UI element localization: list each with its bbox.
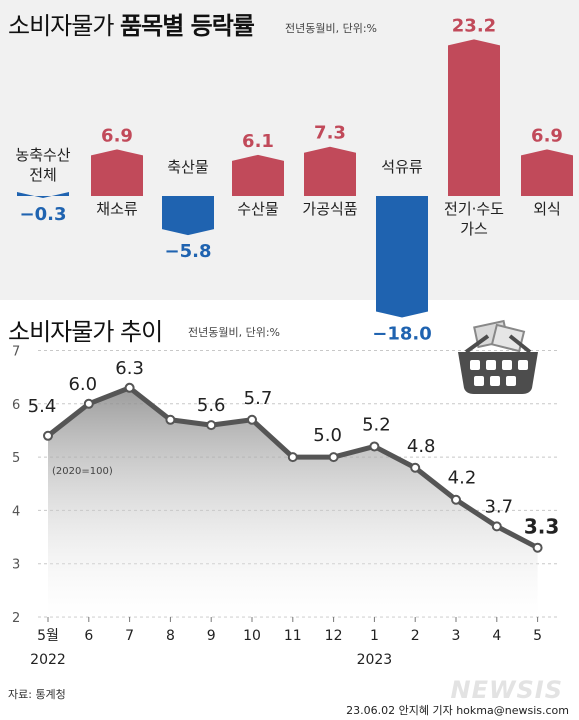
line-chart-unit-note: 전년동월비, 단위:% xyxy=(188,326,280,339)
x-tick-label-1: 6 xyxy=(84,628,93,644)
line-point-2 xyxy=(124,382,135,393)
x-tick-label-3: 8 xyxy=(166,628,175,644)
x-tick-label-8: 1 xyxy=(370,628,379,644)
x-tick-label-10: 3 xyxy=(452,628,461,644)
bar-category-label-3: 수산물 xyxy=(237,200,278,218)
x-tick-label-11: 4 xyxy=(492,628,501,644)
line-value-label-4: 5.6 xyxy=(197,395,226,416)
line-point-5 xyxy=(247,414,257,425)
line-value-label-11: 3.7 xyxy=(484,496,513,517)
bar-4 xyxy=(304,146,356,196)
line-value-label-1: 6.0 xyxy=(68,374,97,395)
bar-6 xyxy=(448,39,500,197)
line-value-label-2: 6.3 xyxy=(115,358,144,379)
y-tick-label-7: 7 xyxy=(12,345,20,360)
bar-value-label-5: −18.0 xyxy=(372,324,432,345)
line-point-6 xyxy=(287,452,298,463)
line-point-0 xyxy=(43,430,53,441)
line-value-label-0: 5.4 xyxy=(28,396,57,417)
line-point-9 xyxy=(410,462,421,473)
x-tick-label-6: 11 xyxy=(284,628,302,644)
year-label-0: 2022 xyxy=(30,652,66,668)
x-tick-label-0: 5월 xyxy=(37,628,59,644)
bar-0 xyxy=(17,192,69,199)
x-tick-label-9: 2 xyxy=(411,628,420,644)
line-value-label-8: 5.2 xyxy=(362,414,391,435)
y-tick-label-4: 4 xyxy=(12,504,20,519)
bar-2 xyxy=(162,196,214,236)
bar-value-label-0: −0.3 xyxy=(20,204,67,225)
y-tick-label-2: 2 xyxy=(12,611,20,626)
y-tick-label-3: 3 xyxy=(12,558,20,573)
line-value-label-5: 5.7 xyxy=(244,388,273,409)
bar-value-label-4: 7.3 xyxy=(314,123,346,144)
x-tick-label-12: 5 xyxy=(533,628,542,644)
source-note: 자료: 통계청 xyxy=(8,688,66,701)
shopping-basket-icon xyxy=(458,319,538,394)
bar-value-label-2: −5.8 xyxy=(165,241,212,262)
line-point-8 xyxy=(369,441,380,452)
bar-category-label-1: 채소류 xyxy=(96,200,138,218)
line-chart-title: 소비자물가 추이 xyxy=(8,318,163,346)
bar-chart-unit-note: 전년동월비, 단위:% xyxy=(285,22,377,35)
line-point-12 xyxy=(532,542,543,553)
bar-category-label-4: 가공식품 xyxy=(302,200,357,218)
bar-category-label-0: 농축수산 전체 xyxy=(15,146,70,184)
bar-chart-title: 소비자물가 품목별 등락률 xyxy=(8,6,255,41)
bar-category-label-5: 석유류 xyxy=(381,158,423,176)
bar-chart-title-bold: 품목별 등락률 xyxy=(120,12,255,40)
bar-value-label-6: 23.2 xyxy=(452,15,496,36)
year-label-1: 2023 xyxy=(357,652,393,668)
bar-value-label-1: 6.9 xyxy=(101,125,133,146)
bar-category-label-6: 전기·수도 가스 xyxy=(444,200,504,238)
bar-1 xyxy=(91,149,143,196)
bar-category-label-7: 외식 xyxy=(533,200,561,218)
line-point-4 xyxy=(206,420,217,431)
y-tick-label-6: 6 xyxy=(12,398,20,413)
y-tick-label-5: 5 xyxy=(12,451,20,466)
x-tick-label-5: 10 xyxy=(243,628,261,644)
bar-5 xyxy=(376,196,428,318)
line-point-3 xyxy=(165,414,176,425)
bar-7 xyxy=(521,149,573,196)
bar-chart-title-light: 소비자물가 xyxy=(8,12,121,40)
line-value-label-10: 4.2 xyxy=(448,468,477,489)
base-index-note: (2020=100) xyxy=(52,466,113,477)
line-value-label-12: 3.3 xyxy=(524,515,559,539)
bar-value-label-3: 6.1 xyxy=(242,131,274,152)
line-point-7 xyxy=(328,452,339,463)
bar-category-label-2: 축산물 xyxy=(167,158,208,176)
line-value-label-9: 4.8 xyxy=(407,436,436,457)
bar-3 xyxy=(232,154,284,196)
newsis-watermark: NEWSIS xyxy=(450,676,563,704)
x-tick-label-2: 7 xyxy=(125,628,134,644)
line-point-1 xyxy=(83,398,94,409)
x-tick-label-4: 9 xyxy=(207,628,216,644)
bar-value-label-7: 6.9 xyxy=(531,125,563,146)
line-area-fill xyxy=(48,387,538,617)
credit-line: 23.06.02 안지혜 기자 hokma@newsis.com xyxy=(346,704,569,717)
line-point-10 xyxy=(451,494,461,505)
line-point-11 xyxy=(491,521,502,532)
line-value-label-7: 5.0 xyxy=(313,425,342,446)
x-tick-label-7: 12 xyxy=(325,628,343,644)
